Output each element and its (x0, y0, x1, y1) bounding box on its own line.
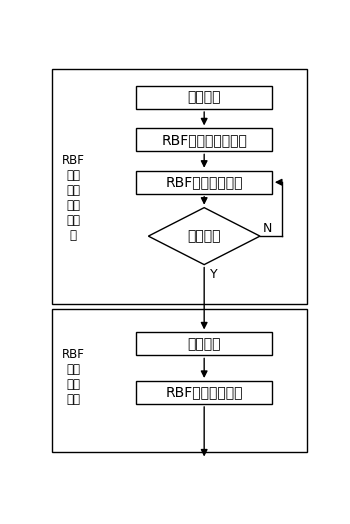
Bar (136, 86, 272, 109)
Text: N: N (263, 222, 272, 235)
Text: RBF神经网络预测: RBF神经网络预测 (166, 386, 243, 399)
Text: RBF神经网络训练: RBF神经网络训练 (166, 175, 243, 189)
Bar (136, 128, 272, 151)
Bar (136, 381, 272, 404)
Text: Y: Y (210, 268, 218, 281)
Bar (51, 69, 307, 304)
Text: 测试数据: 测试数据 (188, 337, 221, 351)
Text: RBF神经网络初始化: RBF神经网络初始化 (161, 133, 247, 147)
Text: 系统建模: 系统建模 (188, 91, 221, 104)
Polygon shape (148, 208, 260, 265)
Text: RBF
神经
网络
预测: RBF 神经 网络 预测 (62, 348, 85, 406)
Bar (51, 309, 307, 452)
Text: 训练结束: 训练结束 (188, 229, 221, 243)
Text: RBF
神经
网络
构建
与训
练: RBF 神经 网络 构建 与训 练 (62, 154, 85, 242)
Bar (136, 171, 272, 194)
Bar (136, 332, 272, 355)
